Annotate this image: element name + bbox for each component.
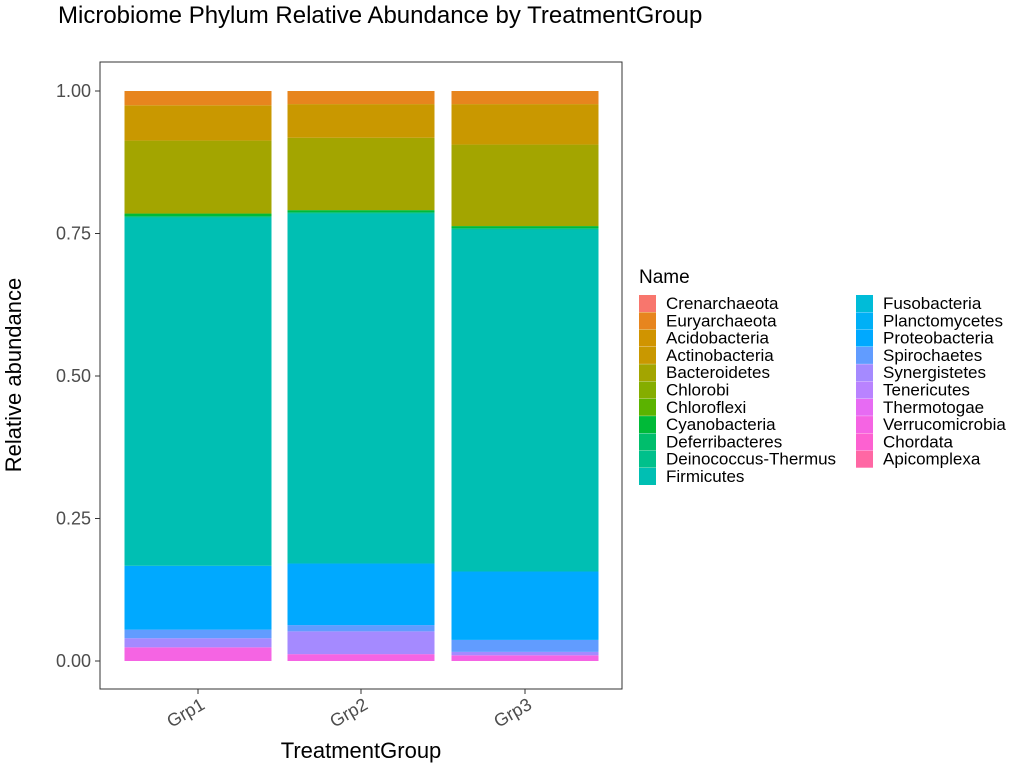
bar-segment-grp1-bacteroidetes — [124, 140, 272, 214]
legend-label-bacteroidetes: Bacteroidetes — [666, 363, 770, 382]
legend-label-deinococcus-thermus: Deinococcus-Thermus — [666, 450, 836, 469]
legend-key-synergistetes — [856, 364, 873, 382]
legend: Name CrenarchaeotaEuryarchaeotaAcidobact… — [639, 267, 1006, 486]
y-tick-label: 0.25 — [56, 509, 91, 529]
bars-layer — [124, 91, 599, 661]
bar-segment-grp2-proteobacteria — [287, 563, 435, 626]
legend-label-proteobacteria: Proteobacteria — [883, 329, 994, 348]
bar-segment-grp3-firmicutes — [451, 229, 599, 572]
y-tick-label: 0.75 — [56, 224, 91, 244]
bar-segment-grp1-euryarchaeota — [124, 91, 272, 106]
bar-segment-grp2-cyanobacteria — [287, 210, 435, 213]
legend-label-chlorobi: Chlorobi — [666, 381, 729, 400]
legend-key-spirochaetes — [856, 346, 873, 364]
legend-label-verrucomicrobia: Verrucomicrobia — [883, 415, 1006, 434]
legend-key-acidobacteria — [639, 329, 656, 347]
bar-segment-grp3-verrucomicrobia — [451, 655, 599, 661]
legend-label-planctomycetes: Planctomycetes — [883, 311, 1003, 330]
y-tick-label: 1.00 — [56, 81, 91, 101]
legend-key-verrucomicrobia — [856, 416, 873, 434]
x-tick-label-grp2: Grp2 — [326, 694, 371, 731]
x-axis-title: TreatmentGroup — [281, 738, 442, 763]
x-tick-label-grp1: Grp1 — [163, 694, 208, 731]
bar-segment-grp1-proteobacteria — [124, 565, 272, 630]
legend-key-chlorobi — [639, 381, 656, 399]
legend-key-chloroflexi — [639, 398, 656, 416]
y-tick-label: 0.50 — [56, 366, 91, 386]
bar-segment-grp1-verrucomicrobia — [124, 647, 272, 661]
legend-label-crenarchaeota: Crenarchaeota — [666, 294, 779, 313]
legend-key-chordata — [856, 433, 873, 451]
legend-label-apicomplexa: Apicomplexa — [883, 450, 981, 469]
legend-label-fusobacteria: Fusobacteria — [883, 294, 982, 313]
legend-label-euryarchaeota: Euryarchaeota — [666, 311, 777, 330]
legend-label-synergistetes: Synergistetes — [883, 363, 986, 382]
legend-key-planctomycetes — [856, 312, 873, 330]
legend-label-deferribacteres: Deferribacteres — [666, 432, 782, 451]
y-tick-label: 0.00 — [56, 651, 91, 671]
bar-segment-grp2-verrucomicrobia — [287, 654, 435, 661]
legend-key-proteobacteria — [856, 329, 873, 347]
x-tick-label-grp3: Grp3 — [490, 694, 535, 731]
bar-segment-grp3-actinobacteria — [451, 104, 599, 145]
legend-label-actinobacteria: Actinobacteria — [666, 346, 774, 365]
legend-label-chordata: Chordata — [883, 432, 953, 451]
legend-key-thermotogae — [856, 398, 873, 416]
legend-key-firmicutes — [639, 468, 656, 485]
legend-key-deinococcus-thermus — [639, 450, 656, 468]
bar-segment-grp2-euryarchaeota — [287, 91, 435, 105]
legend-label-thermotogae: Thermotogae — [883, 398, 984, 417]
legend-title: Name — [639, 267, 690, 288]
legend-key-deferribacteres — [639, 433, 656, 451]
bar-segment-grp2-spirochaetes — [287, 625, 435, 632]
bar-segment-grp3-synergistetes — [451, 651, 599, 656]
bar-segment-grp3-cyanobacteria — [451, 226, 599, 229]
legend-key-cyanobacteria — [639, 416, 656, 434]
bar-segment-grp1-actinobacteria — [124, 105, 272, 141]
legend-key-actinobacteria — [639, 346, 656, 364]
legend-key-bacteroidetes — [639, 364, 656, 382]
legend-key-crenarchaeota — [639, 295, 656, 312]
bar-segment-grp2-deinococcus-thermus — [287, 212, 435, 214]
legend-key-apicomplexa — [856, 450, 873, 468]
legend-label-cyanobacteria: Cyanobacteria — [666, 415, 776, 434]
bar-segment-grp1-firmicutes — [124, 217, 272, 566]
bar-segment-grp3-proteobacteria — [451, 571, 599, 640]
legend-key-tenericutes — [856, 381, 873, 399]
y-axis-title: Relative abundance — [1, 278, 26, 472]
bar-segment-grp1-spirochaetes — [124, 629, 272, 639]
bar-segment-grp2-bacteroidetes — [287, 137, 435, 211]
bar-segment-grp3-bacteroidetes — [451, 144, 599, 227]
legend-label-chloroflexi: Chloroflexi — [666, 398, 746, 417]
chart-title: Microbiome Phylum Relative Abundance by … — [58, 2, 702, 29]
legend-label-spirochaetes: Spirochaetes — [883, 346, 982, 365]
bar-segment-grp1-cyanobacteria — [124, 213, 272, 217]
legend-key-euryarchaeota — [639, 312, 656, 330]
bar-segment-grp3-spirochaetes — [451, 639, 599, 652]
legend-key-fusobacteria — [856, 295, 873, 312]
bar-segment-grp3-deinococcus-thermus — [451, 228, 599, 230]
bar-segment-grp2-actinobacteria — [287, 104, 435, 138]
legend-label-tenericutes: Tenericutes — [883, 381, 970, 400]
bar-segment-grp2-synergistetes — [287, 631, 435, 655]
legend-label-firmicutes: Firmicutes — [666, 467, 744, 486]
bar-segment-grp3-euryarchaeota — [451, 91, 599, 105]
bar-segment-grp1-deinococcus-thermus — [124, 216, 272, 218]
bar-segment-grp1-synergistetes — [124, 638, 272, 648]
legend-label-acidobacteria: Acidobacteria — [666, 329, 770, 348]
bar-segment-grp2-firmicutes — [287, 213, 435, 564]
